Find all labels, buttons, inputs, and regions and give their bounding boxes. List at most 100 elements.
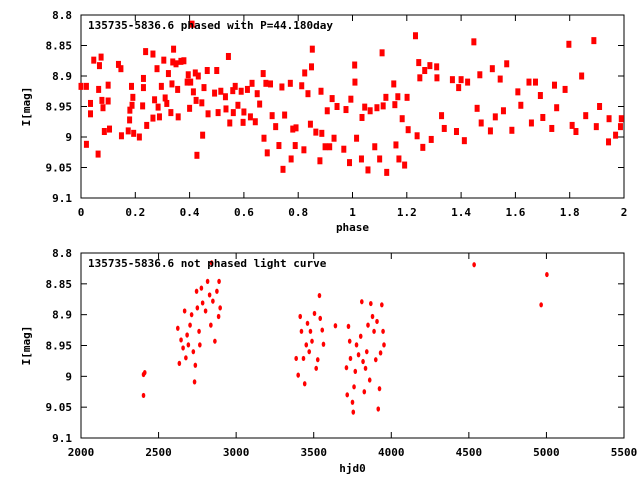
data-point [375,318,379,325]
data-point [310,338,314,344]
data-point [487,127,493,135]
data-point [318,315,323,321]
data-point [417,74,423,82]
data-point [282,111,288,119]
x-tick-label: 2 [621,206,628,219]
x-tick-label: 2000 [68,446,95,459]
data-point [129,101,135,109]
data-point [211,298,215,304]
data-point [216,313,221,320]
data-point [562,85,568,93]
data-point [382,342,386,348]
data-point [105,97,111,105]
data-point [127,106,133,114]
data-point [427,62,433,70]
x-tick-label: 0.6 [234,206,254,219]
data-point [449,76,455,84]
data-point [360,299,364,305]
data-point [434,74,440,82]
data-point [99,96,105,104]
data-point [606,138,612,146]
data-point [143,48,149,56]
data-point [314,365,318,371]
data-point [324,107,330,115]
data-point [201,84,207,92]
data-point [347,159,353,167]
data-point [456,84,462,92]
data-point [381,328,385,334]
data-point [404,93,410,101]
data-point [292,142,298,150]
data-point [414,132,420,140]
data-point [439,112,445,120]
data-point [453,128,459,136]
data-point [260,70,266,78]
data-point [203,308,208,314]
data-point [142,370,147,376]
data-point [551,81,557,89]
data-point [301,355,306,362]
y-tick-label: 8.8 [52,247,72,260]
data-point [181,57,187,65]
data-point [247,113,253,121]
data-point [192,69,198,77]
data-point [364,349,369,355]
data-point [252,118,258,126]
data-point [302,69,308,77]
data-point [322,143,328,151]
data-point [361,358,365,365]
data-point [566,40,572,48]
plot-frame [80,14,625,199]
data-point [293,124,299,132]
x-tick-label: 1.4 [451,206,471,219]
data-point [254,90,260,98]
data-point [537,92,543,100]
data-point [140,74,146,82]
data-point [526,78,532,86]
data-point [346,323,351,329]
data-point [288,155,294,163]
data-point [175,113,181,121]
data-point [140,102,146,110]
data-point [353,368,358,374]
data-point [263,79,269,87]
data-point [497,75,503,83]
y-tick-label: 8.95 [46,340,73,353]
data-point [333,323,338,329]
data-point [348,95,354,103]
data-point [591,37,597,45]
data-point [230,87,236,95]
data-point [374,104,380,112]
data-point [613,131,619,139]
x-tick-label: 1 [349,206,356,219]
data-point [249,79,255,87]
data-point [88,110,94,118]
data-point [416,59,422,67]
data-point [365,166,371,174]
data-point [261,134,267,142]
data-point [308,328,313,334]
data-point [269,112,275,120]
data-point [232,82,238,90]
data-point [304,342,309,348]
data-point [618,115,624,123]
x-tick-label: 3000 [223,446,250,459]
data-point [378,350,383,356]
data-point [422,67,428,75]
data-point [399,115,405,123]
data-point [197,328,201,334]
data-point [144,121,150,129]
data-point [344,365,349,371]
data-point [348,355,353,362]
x-tick-label: 5000 [533,446,560,459]
data-point [471,38,477,46]
x-tick-label: 0.8 [288,206,308,219]
data-point [500,107,506,115]
data-point [362,389,367,395]
data-point [179,337,183,343]
data-point [214,67,220,75]
data-point [215,288,219,294]
data-point [294,355,298,362]
